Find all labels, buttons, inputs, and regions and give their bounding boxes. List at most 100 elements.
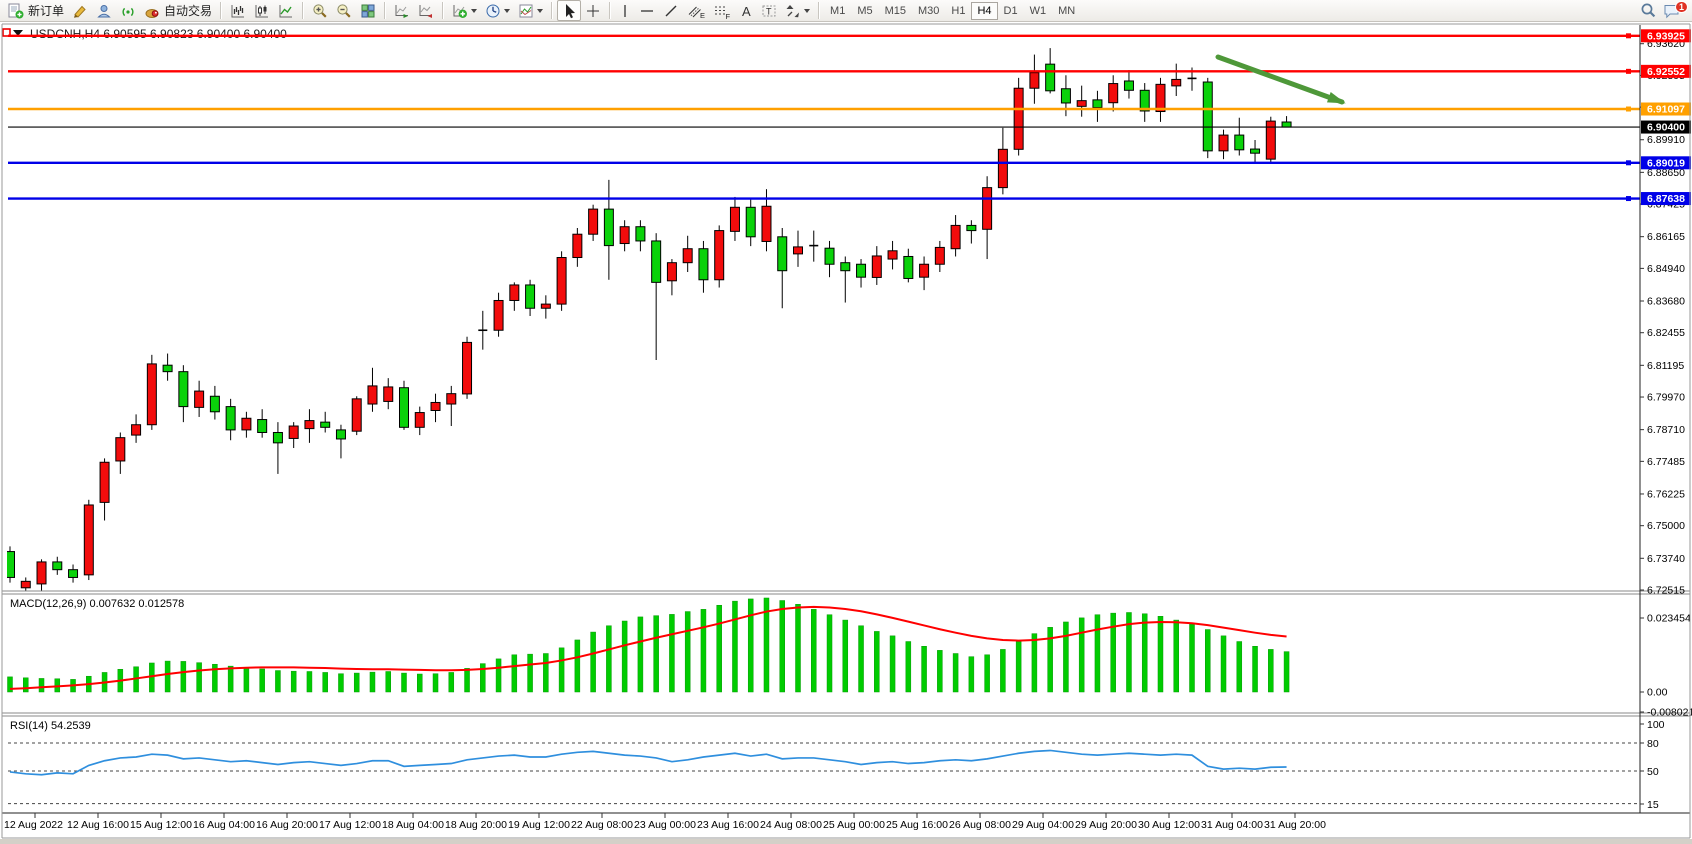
object-dropdown-icon[interactable] — [13, 30, 23, 36]
price-axis[interactable]: 6.936206.923956.911706.899106.886506.874… — [1639, 25, 1692, 813]
timeframe-h4-button[interactable]: H4 — [971, 1, 998, 20]
time-tick-label: 25 Aug 16:00 — [886, 819, 948, 831]
bullish-candle — [556, 257, 567, 305]
chevron-down-icon[interactable] — [471, 8, 478, 13]
periods-icon — [485, 3, 501, 19]
macd-histogram-bar — [1252, 646, 1258, 693]
timeframe-w1-button[interactable]: W1 — [1029, 4, 1047, 17]
timeframe-m15-button[interactable]: M15 — [884, 4, 906, 17]
bearish-candle — [1281, 121, 1292, 128]
cursor-button[interactable] — [557, 0, 582, 21]
candle-chart-button[interactable] — [250, 0, 274, 21]
macd-histogram-bar — [290, 670, 297, 693]
time-tick-label: 31 Aug 20:00 — [1264, 819, 1326, 831]
bullish-candle — [1013, 87, 1024, 150]
macd-axis-label: 0.023454 — [1647, 613, 1691, 625]
time-tick-label: 18 Aug 20:00 — [445, 819, 507, 831]
macd-label: MACD(12,26,9) 0.007632 0.012578 — [10, 598, 184, 610]
tile-windows-button[interactable] — [356, 0, 380, 21]
line-handle-square[interactable] — [1626, 160, 1631, 166]
timeframe-m1-button[interactable]: M1 — [830, 4, 846, 17]
price-line-6.89019[interactable] — [8, 160, 1640, 166]
styles-button[interactable] — [68, 0, 92, 21]
signals-icon — [120, 3, 136, 19]
toolbar-separator — [609, 2, 612, 19]
macd-histogram-bar — [1078, 617, 1085, 693]
macd-histogram-bar — [353, 672, 360, 693]
text-button[interactable]: A — [735, 0, 757, 21]
chevron-down-icon[interactable] — [537, 8, 544, 13]
macd-histogram-bar — [369, 671, 376, 693]
chevron-down-icon[interactable] — [804, 8, 811, 13]
macd-histogram-bar — [338, 673, 344, 693]
bullish-candle — [1108, 83, 1119, 104]
chart-canvas[interactable]: USDCNH,H4 6.90595 6.90823 6.90400 6.9040… — [0, 22, 1692, 844]
timeframe-d1-button[interactable]: D1 — [1003, 4, 1018, 17]
zoom-out-button[interactable] — [332, 0, 356, 21]
trend-arrow[interactable] — [1215, 54, 1346, 105]
price-badge-bg — [1641, 64, 1691, 78]
price-line-6.93925[interactable] — [8, 33, 1640, 39]
timeframe-h1-button[interactable]: H1 — [951, 4, 966, 17]
bullish-candle — [115, 437, 126, 462]
text-label-button[interactable]: T — [757, 0, 781, 21]
bullish-candle — [430, 401, 441, 411]
arrow-shaft[interactable] — [1215, 54, 1345, 105]
price-line-6.91097[interactable] — [8, 106, 1640, 112]
macd-histogram-bar — [243, 667, 250, 693]
bullish-candle — [919, 263, 930, 278]
price-badge-text: 6.91097 — [1647, 104, 1685, 116]
profile-button[interactable] — [92, 0, 116, 21]
signals-button[interactable] — [116, 0, 140, 21]
chat-button[interactable]: 1 — [1663, 0, 1688, 19]
time-axis[interactable]: 12 Aug 2022 12 Aug 16:00 15 Aug 12:00 16 Au… — [2, 812, 1690, 831]
macd-histogram-bar — [543, 653, 549, 693]
line-handle-square[interactable] — [1626, 68, 1631, 74]
bullish-candle — [729, 206, 740, 232]
macd-histogram-bar — [558, 647, 565, 693]
new-order-label: 新订单 — [28, 4, 65, 18]
vertical-line-button[interactable] — [615, 0, 635, 21]
periods-button[interactable] — [481, 0, 514, 21]
bullish-candle — [99, 461, 110, 503]
auto-scroll-button[interactable] — [390, 0, 414, 21]
macd-histogram-bar — [495, 658, 502, 693]
bullish-candle — [1218, 134, 1229, 152]
timeframe-m5-button[interactable]: M5 — [857, 4, 873, 17]
price-line-6.92552[interactable] — [8, 68, 1640, 74]
bar-chart-button[interactable] — [226, 0, 250, 21]
line-handle-square[interactable] — [2, 28, 11, 37]
bearish-candle — [698, 248, 709, 281]
bullish-candle — [682, 248, 693, 264]
fibonacci-button[interactable]: F — [709, 0, 735, 21]
price-line-6.87638[interactable] — [8, 196, 1640, 202]
indicators-button[interactable] — [448, 0, 481, 21]
horizontal-line-button[interactable] — [635, 0, 659, 21]
search-button[interactable] — [1640, 2, 1657, 19]
line-handle-square[interactable] — [1626, 196, 1631, 202]
timeframe-mn-button[interactable]: MN — [1058, 4, 1076, 17]
equidistant-channel-button[interactable]: E — [683, 0, 709, 21]
trendline-button[interactable] — [659, 0, 683, 21]
templates-button[interactable] — [514, 0, 547, 21]
svg-text:T: T — [766, 6, 772, 16]
chart-shift-button[interactable] — [414, 0, 438, 21]
macd-histogram-bar — [417, 673, 423, 693]
zoom-in-button[interactable] — [308, 0, 332, 21]
line-handle-square[interactable] — [1626, 33, 1631, 39]
new-order-button[interactable]: 新订单 — [3, 0, 68, 21]
line-chart-button[interactable] — [274, 0, 298, 21]
time-tick-label: 29 Aug 20:00 — [1075, 819, 1137, 831]
bullish-candle — [588, 208, 599, 235]
autotrade-button[interactable]: 自动交易 — [140, 0, 216, 21]
chevron-down-icon[interactable] — [504, 8, 511, 13]
time-tick-label: 29 Aug 04:00 — [1012, 819, 1074, 831]
macd-histogram-bar — [1063, 621, 1069, 693]
bullish-candle — [1265, 120, 1276, 160]
timeframe-m30-button[interactable]: M30 — [918, 4, 940, 17]
macd-histogram-bar — [842, 619, 849, 693]
line-handle-square[interactable] — [1626, 106, 1631, 112]
rsi-axis-label: 15 — [1647, 799, 1659, 811]
arrows-button[interactable] — [781, 0, 814, 21]
crosshair-button[interactable] — [581, 0, 605, 21]
